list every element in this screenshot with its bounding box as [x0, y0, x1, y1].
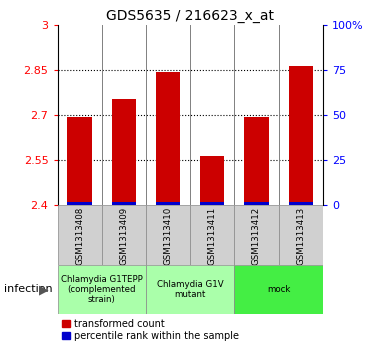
Bar: [58, 205, 102, 265]
Bar: [146, 205, 190, 265]
Bar: [102, 205, 146, 265]
Title: GDS5635 / 216623_x_at: GDS5635 / 216623_x_at: [106, 9, 274, 23]
Legend: transformed count, percentile rank within the sample: transformed count, percentile rank withi…: [62, 319, 239, 341]
Bar: [244, 201, 269, 205]
Bar: [200, 156, 224, 205]
Text: GSM1313413: GSM1313413: [296, 207, 305, 265]
Text: GSM1313412: GSM1313412: [252, 207, 261, 265]
Text: GSM1313409: GSM1313409: [119, 207, 128, 265]
Bar: [234, 205, 279, 265]
Text: infection: infection: [4, 285, 52, 294]
Bar: [68, 117, 92, 205]
Bar: [156, 72, 180, 205]
Bar: [112, 99, 136, 205]
Text: Chlamydia G1TEPP
(complemented
strain): Chlamydia G1TEPP (complemented strain): [61, 274, 142, 305]
Text: GSM1313411: GSM1313411: [208, 207, 217, 265]
Bar: [234, 265, 323, 314]
Bar: [156, 201, 180, 205]
Bar: [279, 205, 323, 265]
Text: GSM1313410: GSM1313410: [164, 207, 173, 265]
Bar: [289, 66, 313, 205]
Bar: [289, 201, 313, 205]
Bar: [244, 117, 269, 205]
Bar: [146, 265, 234, 314]
Bar: [112, 201, 136, 205]
Bar: [200, 201, 224, 205]
Text: ▶: ▶: [39, 283, 49, 296]
Text: GSM1313408: GSM1313408: [75, 207, 84, 265]
Bar: [190, 205, 234, 265]
Text: mock: mock: [267, 285, 290, 294]
Bar: [68, 201, 92, 205]
Text: Chlamydia G1V
mutant: Chlamydia G1V mutant: [157, 280, 223, 299]
Bar: [58, 265, 146, 314]
